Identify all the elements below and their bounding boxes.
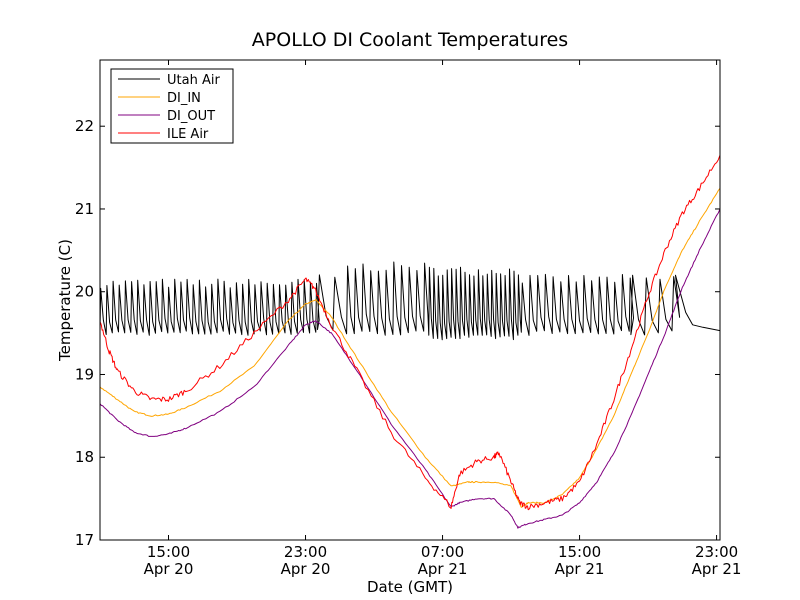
x-tick-date-0: Apr 20 xyxy=(144,560,194,578)
y-tick-label-5: 22 xyxy=(75,117,94,135)
series-line-di-out xyxy=(100,208,720,529)
y-tick-label-4: 21 xyxy=(75,200,94,218)
series-line-ile-air xyxy=(100,155,720,511)
x-tick-time-3: 15:00 xyxy=(558,543,601,561)
y-tick-label-0: 17 xyxy=(75,531,94,549)
x-tick-time-0: 15:00 xyxy=(147,543,190,561)
legend-label-utah-air: Utah Air xyxy=(167,73,220,88)
x-tick-date-3: Apr 21 xyxy=(555,560,605,578)
x-tick-date-2: Apr 21 xyxy=(418,560,468,578)
legend-label-ile-air: ILE Air xyxy=(167,127,209,142)
legend: Utah Air DI_IN DI_OUT ILE Air xyxy=(110,68,234,144)
legend-box xyxy=(110,68,234,144)
series-line-utah-air xyxy=(100,261,720,341)
series-layer xyxy=(100,155,720,529)
chart-title: APOLLO DI Coolant Temperatures xyxy=(252,29,568,51)
series-line-di-in xyxy=(100,187,720,508)
y-axis-label: Temperature (C) xyxy=(56,239,74,362)
x-tick-date-4: Apr 21 xyxy=(692,560,742,578)
x-tick-time-1: 23:00 xyxy=(284,543,327,561)
plot-frame xyxy=(99,59,721,541)
x-tick-time-2: 07:00 xyxy=(421,543,464,561)
y-tick-label-2: 19 xyxy=(75,365,94,383)
x-tick-date-1: Apr 20 xyxy=(281,560,331,578)
legend-label-di-out: DI_OUT xyxy=(167,109,215,124)
y-tick-label-3: 20 xyxy=(75,283,94,301)
x-tick-time-4: 23:00 xyxy=(695,543,738,561)
legend-label-di-in: DI_IN xyxy=(167,91,201,106)
x-axis-label: Date (GMT) xyxy=(367,578,453,596)
y-tick-label-1: 18 xyxy=(75,448,94,466)
